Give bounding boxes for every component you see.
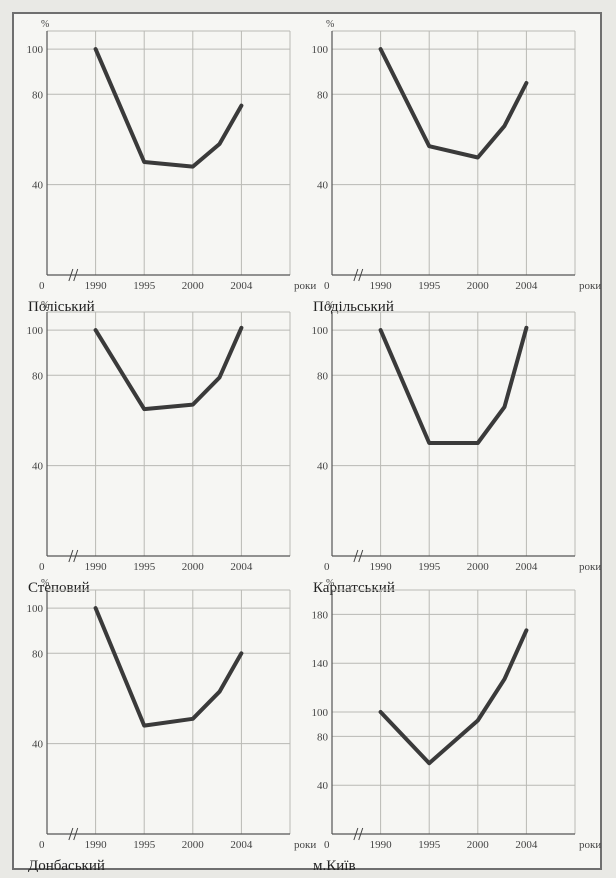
chart-1: % 40 80 100 0 1990 1995 2000 2004 роки Поліський — [27, 19, 317, 315]
y-tick-label: 140 — [312, 658, 329, 670]
chart-2: % 40 80 100 0 1990 1995 2000 2004 роки Подільський — [312, 19, 602, 315]
x-tick-label: 1995 — [133, 280, 156, 292]
y-tick-label: 40 — [32, 739, 44, 751]
x-axis-label: роки — [294, 280, 316, 292]
y-tick-label: 100 — [27, 603, 44, 615]
x-tick-label: 2000 — [467, 839, 490, 851]
origin-label: 0 — [324, 839, 330, 851]
x-tick-label: 1990 — [370, 280, 393, 292]
y-tick-label: 100 — [27, 325, 44, 337]
x-tick-label: 2004 — [230, 839, 253, 851]
chart-3: % 40 80 100 0 1990 1995 2000 2004 Степовий — [27, 300, 291, 596]
y-tick-label: 40 — [32, 180, 44, 192]
y-unit: % — [326, 19, 334, 30]
chart-title: Донбаський — [28, 858, 105, 872]
x-tick-label: 2000 — [182, 561, 205, 573]
chart-title: Подільський — [313, 299, 394, 315]
y-tick-label: 80 — [32, 89, 44, 101]
chart-title: Поліський — [28, 299, 95, 315]
x-tick-label: 2000 — [467, 561, 490, 573]
y-tick-label: 40 — [317, 461, 329, 473]
series-line — [93, 606, 244, 728]
y-tick-label: 80 — [32, 370, 44, 382]
chart-title: Карпатський — [313, 580, 395, 596]
axis-break — [68, 827, 79, 841]
y-unit: % — [41, 300, 49, 311]
y-tick-label: 80 — [317, 370, 329, 382]
y-tick-label: 80 — [317, 731, 329, 743]
x-axis-label: роки — [579, 839, 601, 851]
axis-break — [353, 827, 364, 841]
x-tick-label: 1990 — [85, 561, 108, 573]
y-tick-label: 40 — [317, 180, 329, 192]
origin-label: 0 — [324, 280, 330, 292]
series-line — [93, 325, 244, 412]
y-unit: % — [41, 19, 49, 30]
y-tick-label: 100 — [312, 44, 329, 56]
x-tick-label: 1990 — [370, 561, 393, 573]
series-line — [378, 325, 529, 445]
y-tick-label: 80 — [317, 89, 329, 101]
series-line — [378, 47, 529, 160]
y-unit: % — [41, 578, 49, 589]
axis-break — [353, 268, 364, 282]
x-tick-label: 1995 — [418, 561, 441, 573]
axis-break — [353, 549, 364, 563]
series-line — [93, 47, 244, 169]
chart-title: м.Київ — [313, 858, 356, 872]
x-tick-label: 1990 — [85, 280, 108, 292]
x-tick-label: 2004 — [515, 280, 538, 292]
x-tick-label: 1990 — [370, 839, 393, 851]
x-tick-label: 1995 — [133, 839, 156, 851]
origin-label: 0 — [324, 561, 330, 573]
y-tick-label: 40 — [317, 780, 329, 792]
x-axis-label: роки — [294, 839, 316, 851]
x-tick-label: 2000 — [467, 280, 490, 292]
x-tick-label: 1995 — [418, 839, 441, 851]
x-tick-label: 2004 — [230, 561, 253, 573]
x-tick-label: 2004 — [515, 839, 538, 851]
x-axis-label: роки — [579, 561, 601, 573]
y-tick-label: 180 — [312, 609, 329, 621]
x-tick-label: 2000 — [182, 839, 205, 851]
chart-4: % 40 80 100 0 1990 1995 2000 2004 роки Карпатський — [312, 300, 602, 596]
figure-frame: % 40 80 100 0 1990 1995 2000 2004 роки Поліський% 4… — [12, 12, 602, 872]
origin-label: 0 — [39, 561, 45, 573]
chart-6: % 40 80 100 140 180 0 1990 1995 2000 2004 роки м.Киї… — [312, 578, 602, 872]
chart-title: Степовий — [28, 580, 90, 596]
y-tick-label: 100 — [312, 707, 329, 719]
origin-label: 0 — [39, 839, 45, 851]
x-axis-label: роки — [579, 280, 601, 292]
axis-break — [68, 268, 79, 282]
origin-label: 0 — [39, 280, 45, 292]
x-tick-label: 2004 — [230, 280, 253, 292]
y-tick-label: 100 — [27, 44, 44, 56]
x-tick-label: 1995 — [133, 561, 156, 573]
x-tick-label: 2000 — [182, 280, 205, 292]
y-unit: % — [326, 300, 334, 311]
y-tick-label: 100 — [312, 325, 329, 337]
y-tick-label: 40 — [32, 461, 44, 473]
y-unit: % — [326, 578, 334, 589]
axis-break — [68, 549, 79, 563]
x-tick-label: 2004 — [515, 561, 538, 573]
series-line — [378, 628, 529, 766]
x-tick-label: 1995 — [418, 280, 441, 292]
small-multiples-charts: % 40 80 100 0 1990 1995 2000 2004 роки Поліський% 4… — [27, 19, 602, 872]
x-tick-label: 1990 — [85, 839, 108, 851]
chart-5: % 40 80 100 0 1990 1995 2000 2004 роки Донбаський — [27, 578, 317, 872]
y-tick-label: 80 — [32, 648, 44, 660]
